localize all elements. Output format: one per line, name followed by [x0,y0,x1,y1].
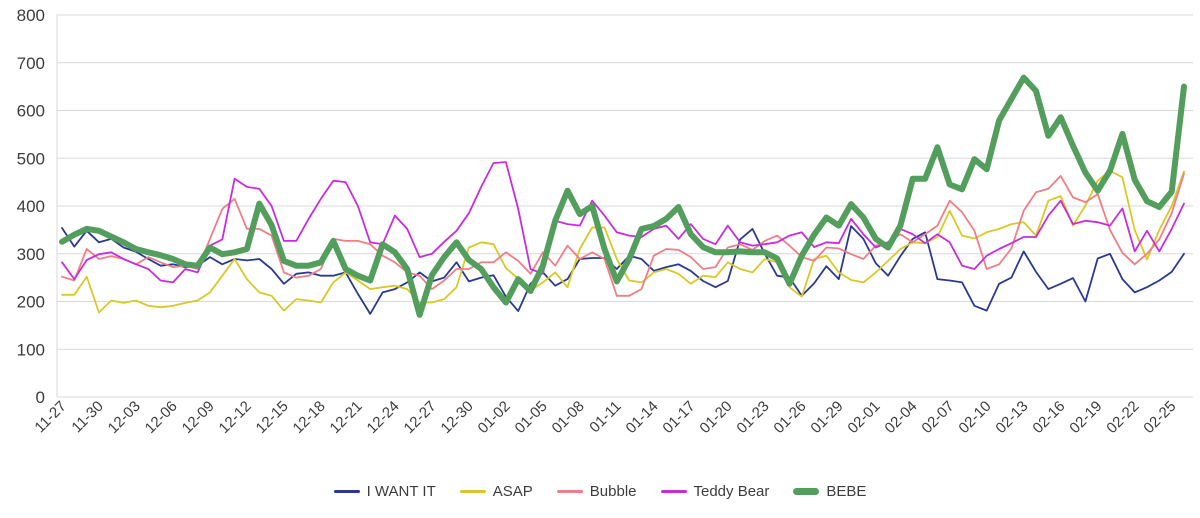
x-axis-tick-label: 02-04 [881,398,920,437]
x-axis-tick-label: 02-10 [955,398,994,437]
y-axis-tick-label: 500 [17,149,45,168]
x-axis-tick-label: 02-13 [992,398,1031,437]
x-axis-tick-label: 12-18 [290,398,329,437]
x-axis-tick-label: 12-03 [105,398,144,437]
x-axis-tick-label: 01-08 [549,398,588,437]
x-axis-tick-label: 12-09 [179,398,218,437]
legend-item-teddy-bear: Teddy Bear [660,482,770,500]
x-axis-tick-label: 02-19 [1066,398,1105,437]
legend-swatch-bubble [556,489,583,493]
series-line-i-want-it [61,225,1185,315]
x-axis-tick-label: 01-20 [696,398,735,437]
x-axis-tick-label: 01-26 [770,398,809,437]
x-axis-tick-label: 01-02 [475,398,514,437]
x-axis-tick-label: 02-07 [918,398,957,437]
x-axis-tick-label: 12-15 [253,398,292,437]
chart-legend: I WANT IT ASAP Bubble Teddy Bear BEBE [0,476,1200,506]
x-axis-tick-label: 12-24 [364,398,403,437]
y-axis-tick-label: 700 [17,54,45,73]
x-axis-tick-label: 11-30 [68,398,106,436]
legend-label: I WANT IT [366,482,436,500]
x-axis-tick-label: 02-01 [844,398,883,437]
x-axis-tick-label: 01-11 [586,398,624,436]
x-axis-tick-label: 02-16 [1029,398,1068,437]
x-axis-tick-label: 12-27 [401,398,440,437]
legend-item-bebe: BEBE [793,483,866,500]
x-axis-tick-label: 12-21 [327,398,366,437]
x-axis-tick-label: 02-22 [1103,398,1142,437]
legend-item-bubble: Bubble [556,482,637,500]
y-axis-tick-label: 300 [17,245,45,264]
legend-label: BEBE [826,482,867,500]
x-axis-tick-label: 01-14 [622,398,661,437]
series-line-teddy-bear [61,161,1185,284]
legend-item-i-want-it: I WANT IT [333,482,436,500]
legend-label: Bubble [589,482,637,500]
x-axis-tick-label: 01-23 [733,398,772,437]
x-axis-tick-label: 02-25 [1140,398,1179,437]
legend-swatch-i-want-it [333,489,360,493]
y-axis-tick-label: 0 [36,388,45,407]
y-axis-tick-label: 100 [17,340,45,359]
y-axis-tick-label: 800 [17,6,45,25]
series-line-bebe [59,74,1187,318]
y-axis-tick-label: 600 [17,102,45,121]
y-axis-tick-label: 400 [17,197,45,216]
x-axis-tick-label: 01-17 [659,398,698,437]
x-axis-tick-label: 01-05 [512,398,551,437]
series-line-bubble [61,172,1185,297]
legend-swatch-bebe [793,487,820,495]
legend-swatch-asap [459,489,486,493]
x-axis-tick-label: 12-12 [216,398,255,437]
legend-swatch-teddy-bear [660,489,687,493]
x-axis-tick-label: 12-06 [142,398,181,437]
legend-label: Teddy Bear [693,482,770,500]
legend-item-asap: ASAP [459,482,533,500]
y-axis-tick-label: 200 [17,293,45,312]
x-axis-tick-label: 01-29 [807,398,846,437]
x-axis-tick-label: 12-30 [438,398,477,437]
legend-label: ASAP [492,482,533,500]
